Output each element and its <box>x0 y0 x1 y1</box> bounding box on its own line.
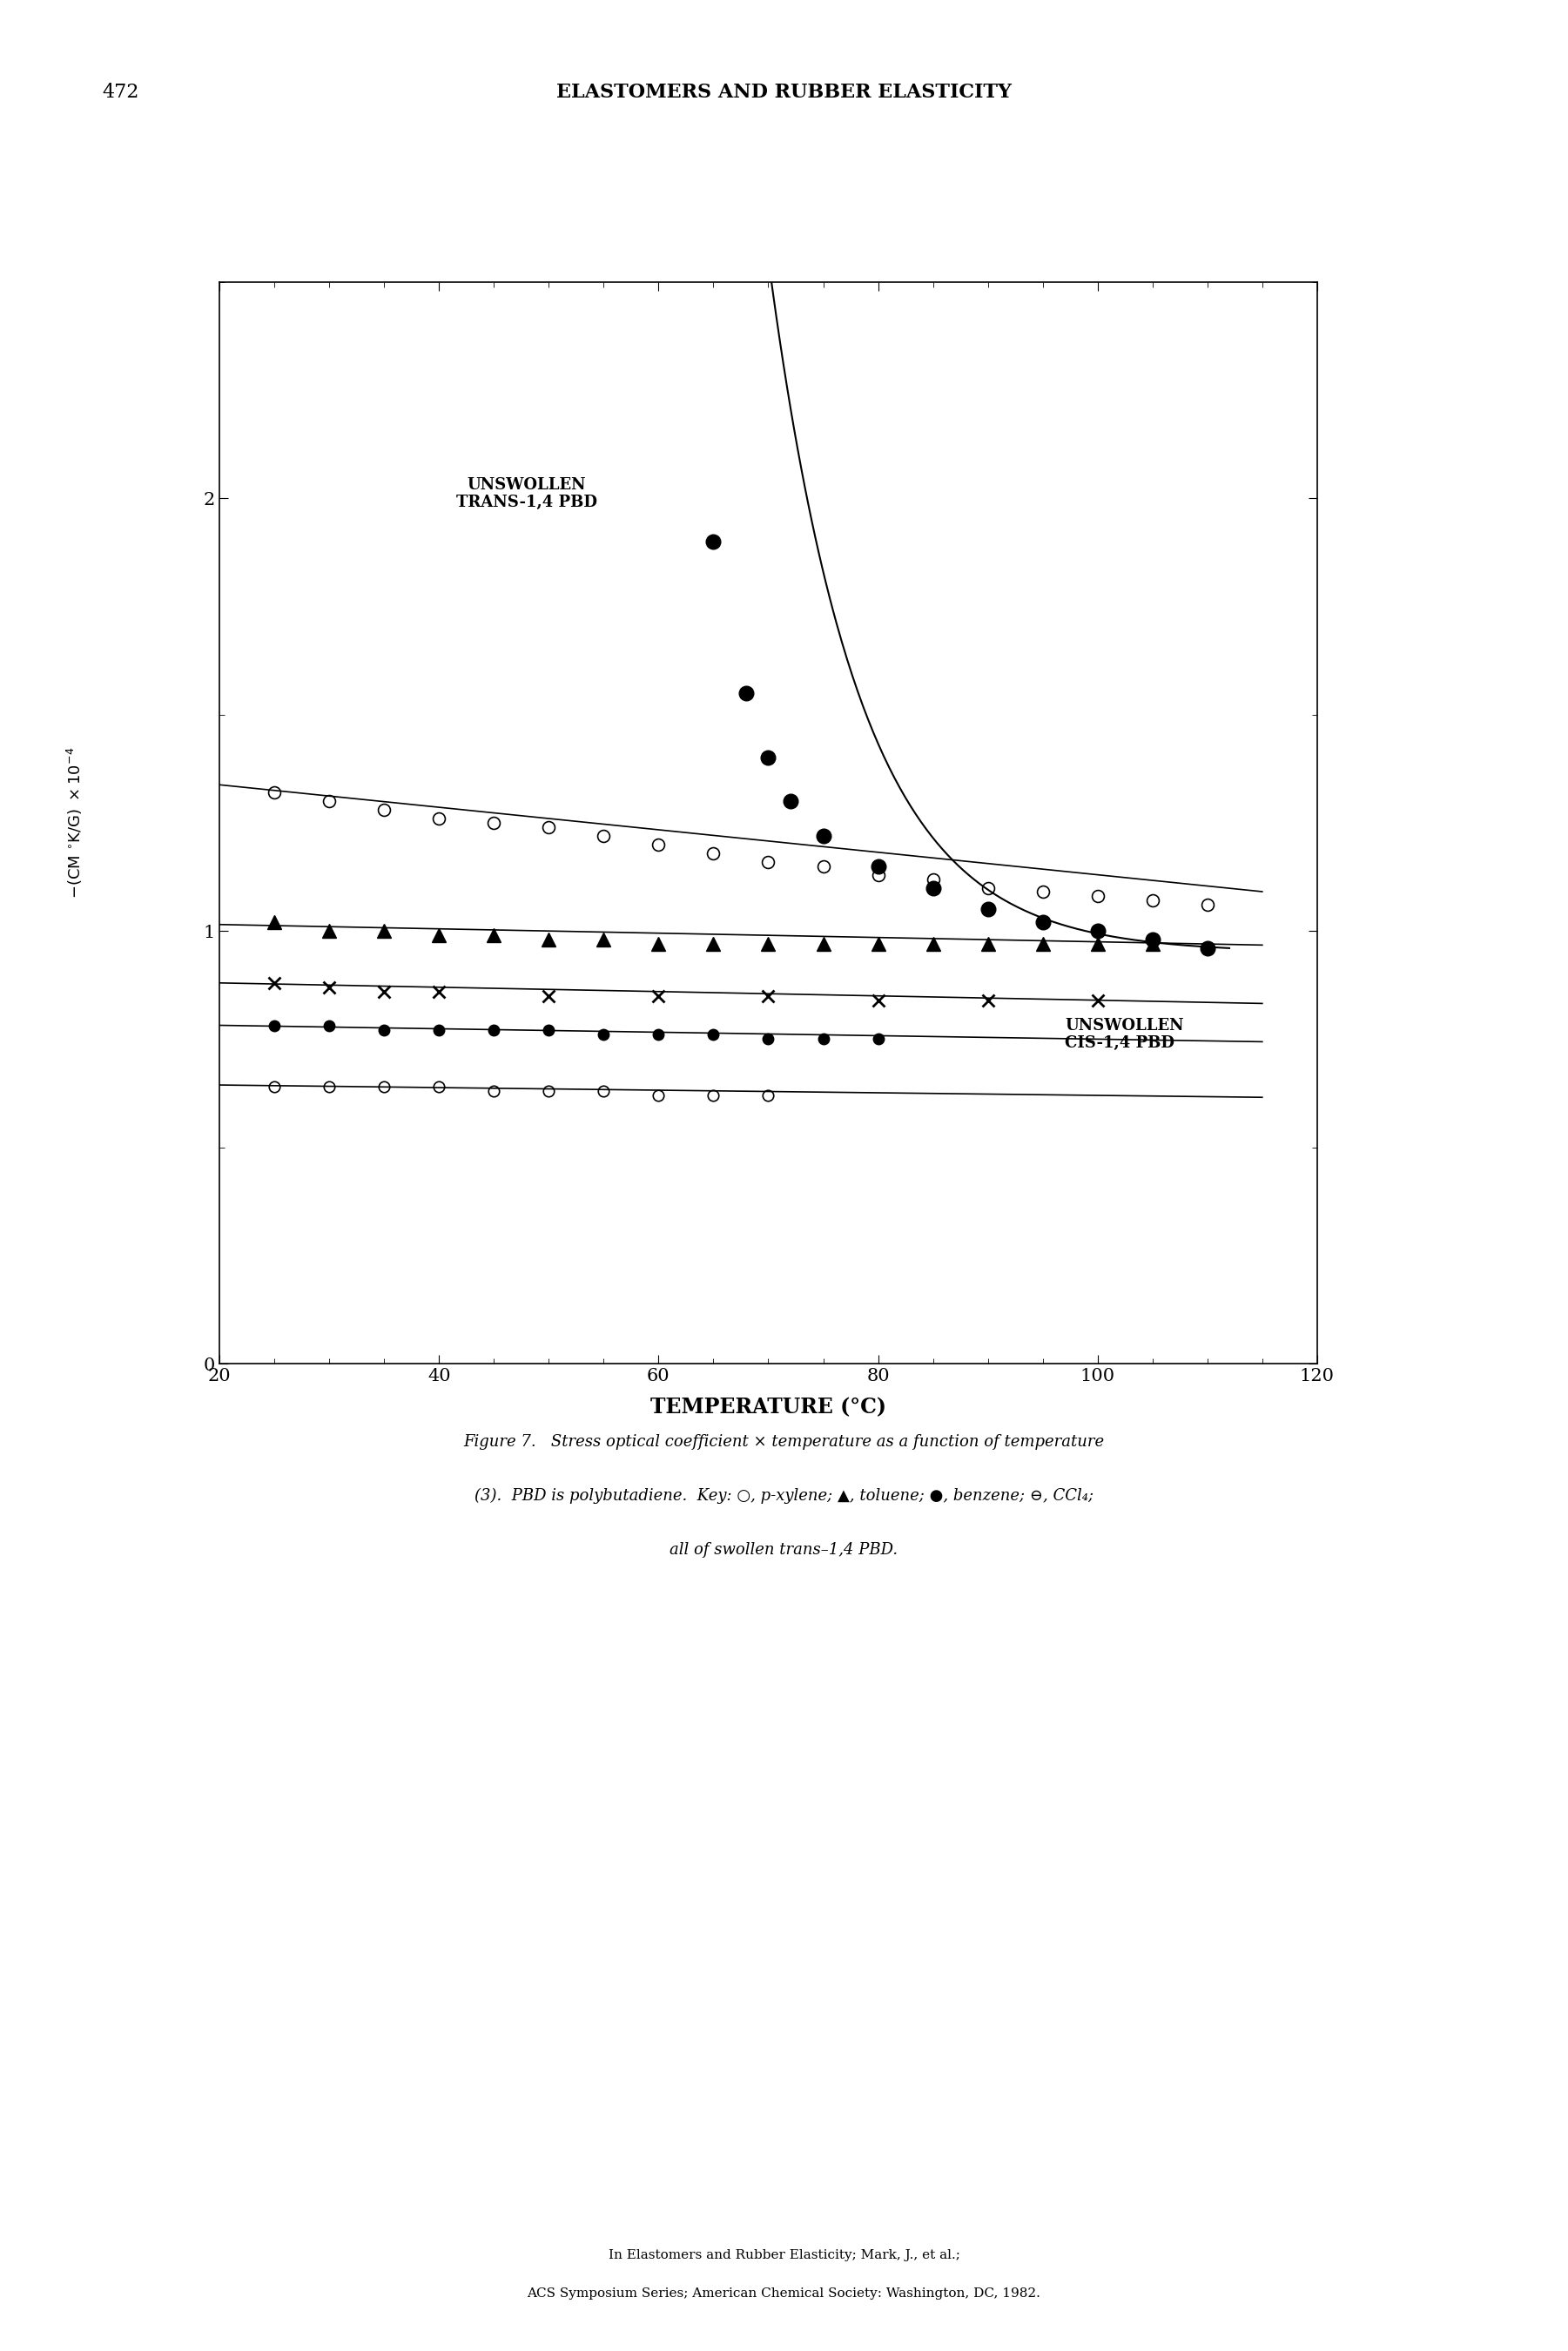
Text: 472: 472 <box>102 82 140 101</box>
Text: In Elastomers and Rubber Elasticity; Mark, J., et al.;: In Elastomers and Rubber Elasticity; Mar… <box>608 2250 960 2262</box>
Text: UNSWOLLEN
TRANS-1,4 PBD: UNSWOLLEN TRANS-1,4 PBD <box>456 477 597 510</box>
Text: (3).  PBD is polybutadiene.  Key: ○, p-xylene; ▲, toluene; ●, benzene; ⊖, CCl₄;: (3). PBD is polybutadiene. Key: ○, p-xyl… <box>475 1488 1093 1505</box>
Text: Figure 7.   Stress optical coefficient × temperature as a function of temperatur: Figure 7. Stress optical coefficient × t… <box>464 1434 1104 1451</box>
Text: $-\left(\mathrm{CM\ {}^{\circ}K/G}\right)\ \times 10^{-4}$: $-\left(\mathrm{CM\ {}^{\circ}K/G}\right… <box>66 748 85 898</box>
Text: ACS Symposium Series; American Chemical Society: Washington, DC, 1982.: ACS Symposium Series; American Chemical … <box>527 2288 1041 2299</box>
Text: UNSWOLLEN
CIS-1,4 PBD: UNSWOLLEN CIS-1,4 PBD <box>1065 1018 1184 1051</box>
Text: ELASTOMERS AND RUBBER ELASTICITY: ELASTOMERS AND RUBBER ELASTICITY <box>557 82 1011 101</box>
Text: all of swollen trans–1,4 PBD.: all of swollen trans–1,4 PBD. <box>670 1542 898 1559</box>
X-axis label: TEMPERATURE (°C): TEMPERATURE (°C) <box>651 1396 886 1418</box>
